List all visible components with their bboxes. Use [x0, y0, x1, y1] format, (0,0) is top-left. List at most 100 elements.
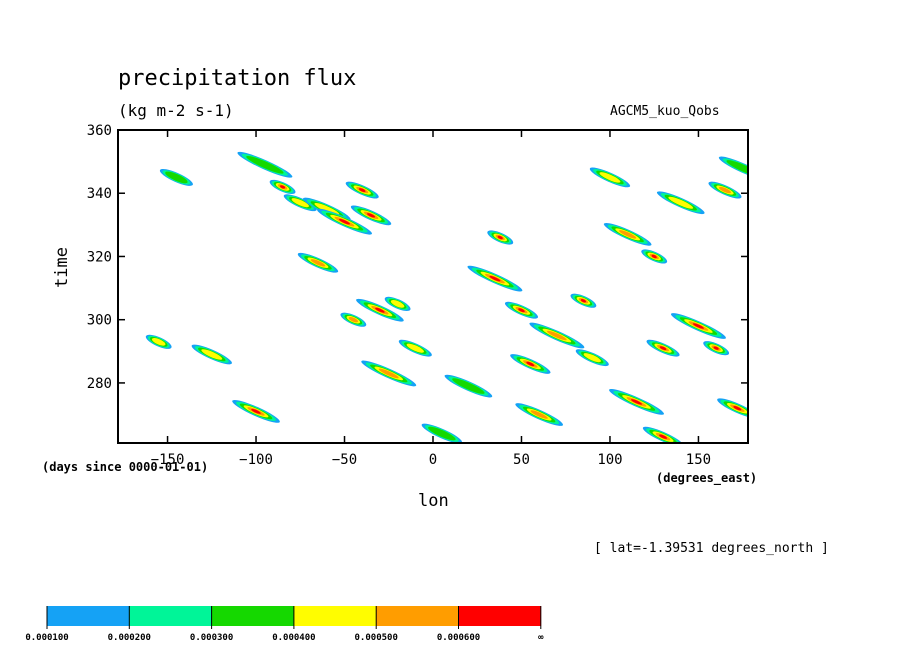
- precip-feature: [641, 249, 668, 264]
- plot-frame: [117, 129, 749, 444]
- precip-contour: [375, 307, 385, 313]
- precip-feature: [232, 400, 280, 423]
- legend-swatch: [211, 606, 295, 626]
- chart-units: (kg m-2 s-1): [118, 101, 234, 120]
- precip-contour: [518, 308, 525, 313]
- precip-feature: [283, 194, 317, 212]
- precip-contour: [406, 343, 424, 353]
- precip-feature: [642, 426, 684, 443]
- precip-contour: [291, 198, 309, 208]
- precip-feature: [350, 205, 392, 226]
- precip-contour: [151, 337, 166, 346]
- y-axis-units: (days since 0000-01-01): [42, 460, 209, 474]
- precip-feature: [361, 360, 417, 387]
- precip-feature: [575, 349, 609, 367]
- precip-contour: [348, 316, 359, 323]
- precip-contour: [719, 186, 731, 194]
- precip-feature: [609, 388, 664, 415]
- precip-contour: [165, 171, 188, 184]
- precip-contour: [428, 426, 456, 441]
- precip-feature: [237, 151, 293, 178]
- precip-feature: [145, 334, 172, 349]
- precip-contour: [726, 160, 748, 176]
- precip-feature: [159, 168, 193, 186]
- chart-title: precipitation flux: [118, 66, 357, 91]
- precip-feature: [570, 293, 597, 308]
- precip-feature: [656, 191, 705, 215]
- precip-feature: [340, 312, 367, 327]
- precip-contour: [599, 172, 621, 183]
- precip-feature: [317, 208, 372, 235]
- precip-feature: [398, 339, 432, 357]
- precip-contour: [339, 218, 351, 225]
- legend-label: 0.000500: [355, 633, 398, 643]
- precip-feature: [510, 354, 551, 374]
- x-tick-label: −100: [239, 452, 273, 468]
- precip-feature: [703, 341, 730, 356]
- y-tick-label: 340: [87, 186, 112, 202]
- precip-feature: [603, 222, 652, 246]
- precip-feature: [356, 298, 404, 322]
- legend-label: 0.000100: [25, 633, 68, 643]
- model-name: AGCM5_kuo_Qobs: [610, 104, 720, 119]
- x-tick-label: 150: [686, 452, 711, 468]
- precip-feature: [515, 403, 564, 426]
- legend-swatch: [47, 606, 130, 626]
- precip-contour: [530, 410, 548, 419]
- latitude-note: [ lat=-1.39531 degrees_north ]: [594, 541, 829, 556]
- legend-label: 0.000300: [190, 633, 233, 643]
- precip-contour: [489, 275, 501, 282]
- precip-contour: [668, 196, 694, 209]
- precip-contour: [378, 368, 399, 379]
- legend-label: 0.000400: [272, 633, 315, 643]
- precip-contour: [390, 300, 405, 308]
- precip-feature: [384, 296, 411, 311]
- precip-contour: [651, 254, 657, 259]
- legend-label: 0.000600: [437, 633, 480, 643]
- precip-feature: [467, 265, 523, 292]
- precip-contour: [659, 346, 667, 351]
- precip-feature: [297, 252, 339, 273]
- precip-contour: [658, 434, 668, 439]
- precip-feature: [718, 156, 748, 180]
- precip-contour: [314, 203, 340, 216]
- x-tick-label: −50: [332, 452, 357, 468]
- y-tick-label: 280: [87, 376, 112, 392]
- y-tick-label: 320: [87, 249, 112, 265]
- x-tick-label: 0: [429, 452, 437, 468]
- precip-feature: [708, 181, 742, 199]
- precip-feature: [646, 339, 680, 357]
- precip-contour: [692, 323, 704, 329]
- precip-feature: [191, 344, 232, 365]
- precip-feature: [444, 374, 493, 398]
- precip-feature: [269, 179, 296, 194]
- precip-contour: [201, 349, 223, 360]
- precip-contour: [546, 330, 567, 341]
- legend-label: ∞: [538, 633, 544, 643]
- legend-swatch: [376, 606, 459, 626]
- precip-feature: [421, 423, 463, 443]
- precip-feature: [589, 167, 631, 188]
- precip-contour: [279, 185, 286, 189]
- precip-feature: [487, 230, 514, 245]
- precip-feature: [717, 398, 748, 419]
- precip-contour: [580, 299, 587, 303]
- precip-feature: [504, 301, 539, 319]
- precip-contour: [526, 361, 535, 367]
- precip-contour: [246, 155, 284, 174]
- precip-contour: [497, 235, 503, 240]
- x-axis-units: (degrees_east): [656, 471, 758, 485]
- precip-contour: [310, 259, 326, 267]
- legend-swatch: [458, 606, 542, 626]
- x-axis-label: lon: [418, 491, 449, 511]
- precip-contour: [619, 230, 637, 239]
- x-tick-label: −150: [151, 452, 185, 468]
- precip-contour: [713, 346, 719, 350]
- precip-contour: [631, 399, 643, 405]
- precip-contour: [251, 408, 261, 414]
- precip-feature: [345, 181, 379, 199]
- precip-contour: [367, 213, 376, 218]
- legend-swatch: [129, 606, 212, 626]
- x-tick-label: 100: [597, 452, 622, 468]
- precip-contour: [452, 378, 485, 394]
